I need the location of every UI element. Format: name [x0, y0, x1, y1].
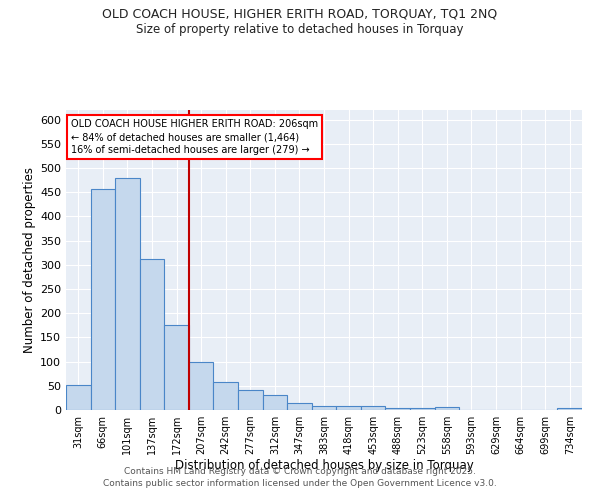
- Bar: [238, 390, 263, 410]
- Bar: [189, 362, 214, 410]
- Bar: [214, 382, 238, 410]
- Bar: [287, 402, 312, 410]
- Text: Size of property relative to detached houses in Torquay: Size of property relative to detached ho…: [136, 22, 464, 36]
- Text: OLD COACH HOUSE HIGHER ERITH ROAD: 206sqm
← 84% of detached houses are smaller (: OLD COACH HOUSE HIGHER ERITH ROAD: 206sq…: [71, 119, 318, 156]
- Bar: [312, 406, 336, 410]
- Text: Contains HM Land Registry data © Crown copyright and database right 2025.
Contai: Contains HM Land Registry data © Crown c…: [103, 466, 497, 487]
- Text: OLD COACH HOUSE, HIGHER ERITH ROAD, TORQUAY, TQ1 2NQ: OLD COACH HOUSE, HIGHER ERITH ROAD, TORQ…: [103, 8, 497, 20]
- Bar: [263, 394, 287, 410]
- Bar: [140, 259, 164, 410]
- Bar: [410, 408, 434, 410]
- Bar: [434, 406, 459, 410]
- Bar: [91, 189, 115, 410]
- Y-axis label: Number of detached properties: Number of detached properties: [23, 167, 36, 353]
- Bar: [66, 385, 91, 410]
- Bar: [557, 408, 582, 410]
- X-axis label: Distribution of detached houses by size in Torquay: Distribution of detached houses by size …: [175, 458, 473, 471]
- Bar: [336, 406, 361, 410]
- Bar: [385, 408, 410, 410]
- Bar: [164, 325, 189, 410]
- Bar: [115, 178, 140, 410]
- Bar: [361, 406, 385, 410]
